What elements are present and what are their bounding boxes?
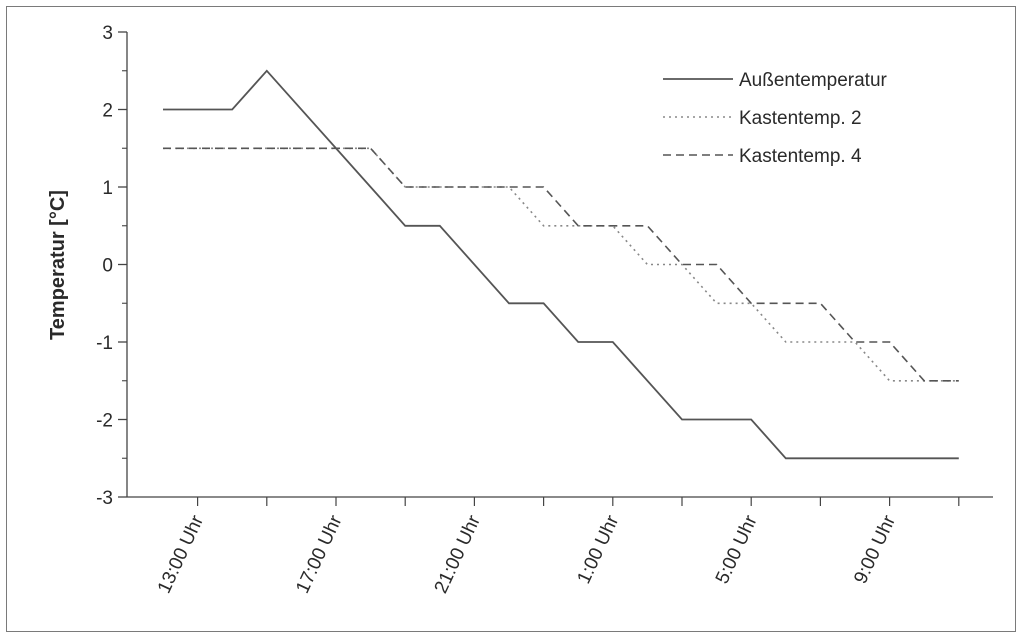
series-line-3	[163, 147, 959, 382]
y-axis-label: Temperatur [°C]	[47, 190, 69, 340]
y-tick-label: -1	[96, 333, 113, 354]
x-tick-label: 9:00 Uhr	[850, 512, 900, 588]
y-tick-label: 2	[102, 101, 113, 122]
legend-label: Kastentemp. 4	[739, 146, 862, 167]
series-line-1	[163, 69, 959, 460]
x-tick-label: 13:00 Uhr	[154, 512, 209, 597]
x-tick-label: 1:00 Uhr	[574, 512, 624, 588]
legend-label: Kastentemp. 2	[739, 108, 862, 129]
x-tick-label: 5:00 Uhr	[712, 512, 762, 588]
series-line-2	[163, 147, 959, 382]
legend: Außentemperatur Kastentemp. 2 Kastentemp. …	[663, 70, 888, 167]
y-tick-label: 0	[102, 256, 113, 277]
y-tick-label: -2	[96, 411, 113, 432]
y-tick-label: -3	[96, 488, 113, 509]
x-tick-label: 21:00 Uhr	[431, 512, 486, 597]
legend-label: Außentemperatur	[739, 70, 888, 91]
x-tick-label: 17:00 Uhr	[292, 512, 347, 597]
series-layer	[163, 69, 959, 460]
y-tick-label: 3	[102, 23, 113, 44]
y-tick-label: 1	[102, 178, 113, 199]
